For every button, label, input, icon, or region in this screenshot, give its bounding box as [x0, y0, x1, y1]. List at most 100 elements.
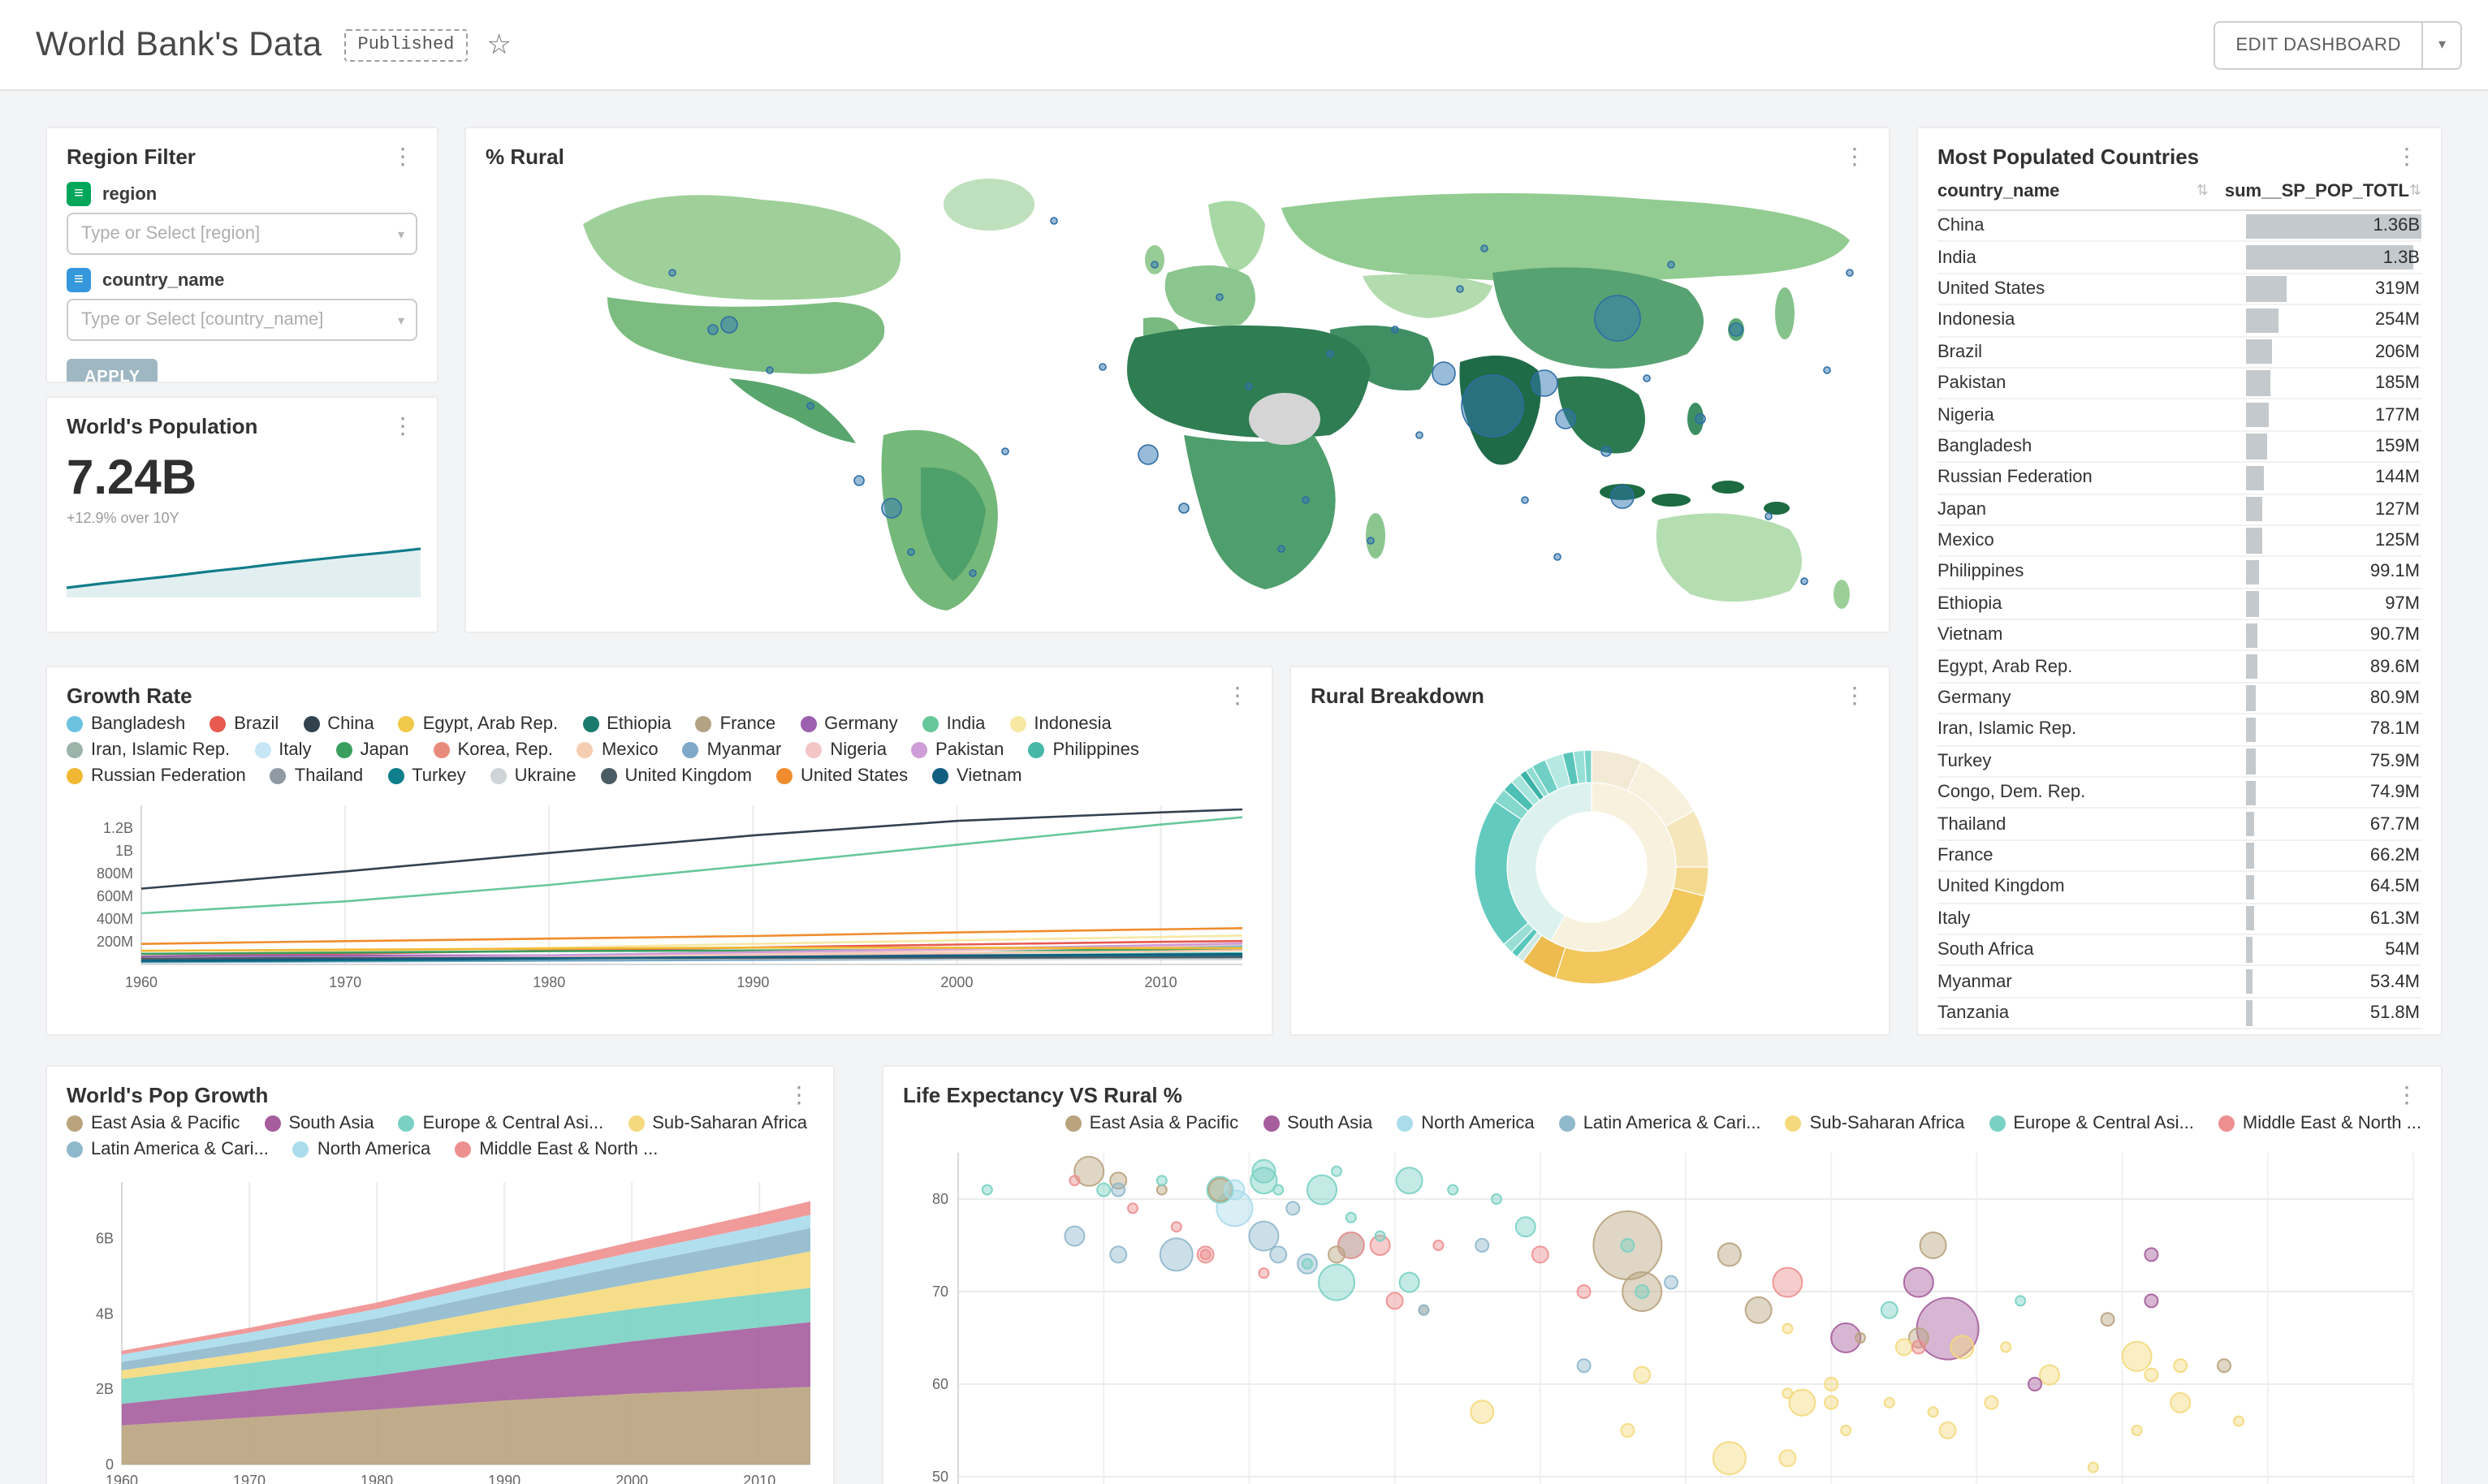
legend-item[interactable]: Egypt, Arab Rep. [398, 714, 558, 734]
legend-item[interactable]: Mexico [577, 740, 659, 760]
legend-label: Europe & Central Asi... [2013, 1114, 2194, 1133]
legend-item[interactable]: South Asia [1263, 1114, 1372, 1133]
growth-rate-chart[interactable]: 1960 1970 1980 1990 2000 2010 200M 400M 600M 800M… [67, 796, 1255, 994]
legend-item[interactable]: Korea, Rep. [433, 740, 553, 760]
region-select[interactable]: ▾ [67, 213, 417, 255]
kebab-menu-icon[interactable]: ⋮ [788, 1081, 810, 1107]
apply-button[interactable]: APPLY [67, 359, 158, 382]
map-bubble [1138, 444, 1159, 465]
legend-item[interactable]: Italy [254, 740, 312, 760]
value-bar [2246, 308, 2279, 334]
legend-item[interactable]: Thailand [270, 766, 363, 786]
dashboard-header: World Bank's Data Published ☆ EDIT DASHB… [0, 0, 2488, 91]
legend-item[interactable]: United States [776, 766, 908, 786]
legend-item[interactable]: Turkey [387, 766, 466, 786]
value-cell: 206M [2246, 337, 2421, 367]
legend-item[interactable]: Europe & Central Asi... [1989, 1114, 2194, 1133]
country-cell: Indonesia [1937, 310, 2015, 330]
country-select[interactable]: ▾ [67, 299, 417, 341]
sort-icon[interactable]: ⇅ [2196, 182, 2209, 198]
kebab-menu-icon[interactable]: ⋮ [1226, 682, 1249, 708]
value-bar [2246, 937, 2253, 963]
legend-item[interactable]: Ukraine [490, 766, 576, 786]
pop-growth-card: World's Pop Growth ⋮ East Asia & Pacific… [45, 1065, 835, 1484]
value-cell: 254M [2246, 305, 2421, 335]
favorite-star-icon[interactable]: ☆ [486, 28, 512, 59]
legend-item[interactable]: Middle East & North ... [2218, 1114, 2421, 1133]
life-expectancy-chart[interactable]: 50 60 70 80 [903, 1143, 2425, 1484]
country-cell: Germany [1937, 688, 2011, 709]
legend-item[interactable]: Vietnam [932, 766, 1022, 786]
kebab-menu-icon[interactable]: ⋮ [391, 412, 414, 438]
svg-text:400M: 400M [97, 911, 133, 927]
population-sparkline-chart[interactable] [67, 542, 421, 597]
legend-item[interactable]: Europe & Central Asi... [398, 1114, 603, 1133]
legend-item[interactable]: East Asia & Pacific [1065, 1114, 1238, 1133]
table-header: country_name ⇅ sum__SP_POP_TOTL ⇅ [1937, 175, 2421, 211]
legend-item[interactable]: United Kingdom [600, 766, 752, 786]
table-row: Ethiopia 97M [1937, 589, 2421, 621]
table-row: Thailand 67.7M [1937, 809, 2421, 841]
legend-item[interactable]: Latin America & Cari... [1558, 1114, 1761, 1133]
legend-item[interactable]: Indonesia [1009, 714, 1112, 734]
column-label: country_name [1937, 182, 2060, 201]
legend-item[interactable]: Sub-Saharan Africa [628, 1114, 807, 1133]
legend-item[interactable]: France [695, 714, 775, 734]
legend-item[interactable]: Bangladesh [67, 714, 185, 734]
region-select-input[interactable] [68, 224, 416, 244]
country-cell: Pakistan [1937, 373, 2006, 394]
legend-item[interactable]: North America [1397, 1114, 1535, 1133]
kebab-menu-icon[interactable]: ⋮ [391, 143, 414, 169]
legend-item[interactable]: Ethiopia [582, 714, 672, 734]
legend-dot-icon [776, 768, 793, 784]
legend-item[interactable]: South Asia [264, 1114, 374, 1133]
legend-item[interactable]: East Asia & Pacific [67, 1114, 240, 1133]
published-badge[interactable]: Published [344, 28, 468, 61]
value-text: 254M [2374, 310, 2420, 330]
legend-item[interactable]: Russian Federation [67, 766, 246, 786]
table-row: France 66.2M [1937, 841, 2421, 873]
svg-text:1970: 1970 [329, 974, 361, 990]
legend-item[interactable]: Myanmar [682, 740, 781, 760]
country-cell: Iran, Islamic Rep. [1937, 719, 2077, 740]
value-text: 61.3M [2369, 908, 2420, 929]
value-text: 89.6M [2369, 657, 2420, 677]
legend-dot-icon [682, 742, 699, 758]
legend-item[interactable]: Latin America & Cari... [67, 1140, 269, 1159]
legend-item[interactable]: Middle East & North ... [455, 1140, 658, 1159]
legend-item[interactable]: Germany [800, 714, 898, 734]
legend-item[interactable]: Pakistan [911, 740, 1004, 760]
country-select-input[interactable] [68, 310, 416, 330]
kebab-menu-icon[interactable]: ⋮ [2395, 1081, 2418, 1107]
edit-dashboard-button[interactable]: EDIT DASHBOARD [2213, 20, 2424, 69]
kebab-menu-icon[interactable]: ⋮ [1843, 682, 1866, 708]
legend-dot-icon [1028, 742, 1045, 758]
legend-item[interactable]: Philippines [1028, 740, 1139, 760]
value-cell: 64.5M [2246, 872, 2421, 902]
country-cell: United Kingdom [1937, 877, 2065, 897]
column-header-population[interactable]: sum__SP_POP_TOTL ⇅ [2225, 182, 2421, 201]
sort-icon[interactable]: ⇅ [2408, 182, 2421, 198]
world-choropleth-map[interactable] [486, 175, 1872, 610]
filter-field-label: country_name [102, 270, 225, 290]
legend-item[interactable]: Japan [335, 740, 409, 760]
legend-item[interactable]: North America [292, 1140, 430, 1159]
kebab-menu-icon[interactable]: ⋮ [1843, 143, 1866, 169]
table-row: Pakistan 185M [1937, 369, 2421, 400]
legend-item[interactable]: China [303, 714, 374, 734]
legend-item[interactable]: Sub-Saharan Africa [1785, 1114, 1964, 1133]
card-title: Region Filter [67, 145, 196, 169]
map-region-mexico [729, 378, 856, 443]
legend-item[interactable]: India [922, 714, 985, 734]
pop-growth-chart[interactable]: 1960 1970 1980 1990 2000 2010 0 2B 4B 6B [67, 1169, 817, 1484]
header-menu-caret-icon[interactable]: ▾ [2423, 20, 2462, 69]
value-cell: 1.36B [2246, 211, 2421, 241]
legend-item[interactable]: Iran, Islamic Rep. [67, 740, 230, 760]
legend-item[interactable]: Nigeria [806, 740, 887, 760]
map-region-papua [1764, 502, 1790, 515]
rural-breakdown-chart[interactable] [1311, 714, 1872, 1020]
legend-label: Sub-Saharan Africa [652, 1114, 807, 1133]
kebab-menu-icon[interactable]: ⋮ [2395, 143, 2418, 169]
column-header-country[interactable]: country_name ⇅ [1937, 182, 2225, 201]
legend-item[interactable]: Brazil [209, 714, 279, 734]
